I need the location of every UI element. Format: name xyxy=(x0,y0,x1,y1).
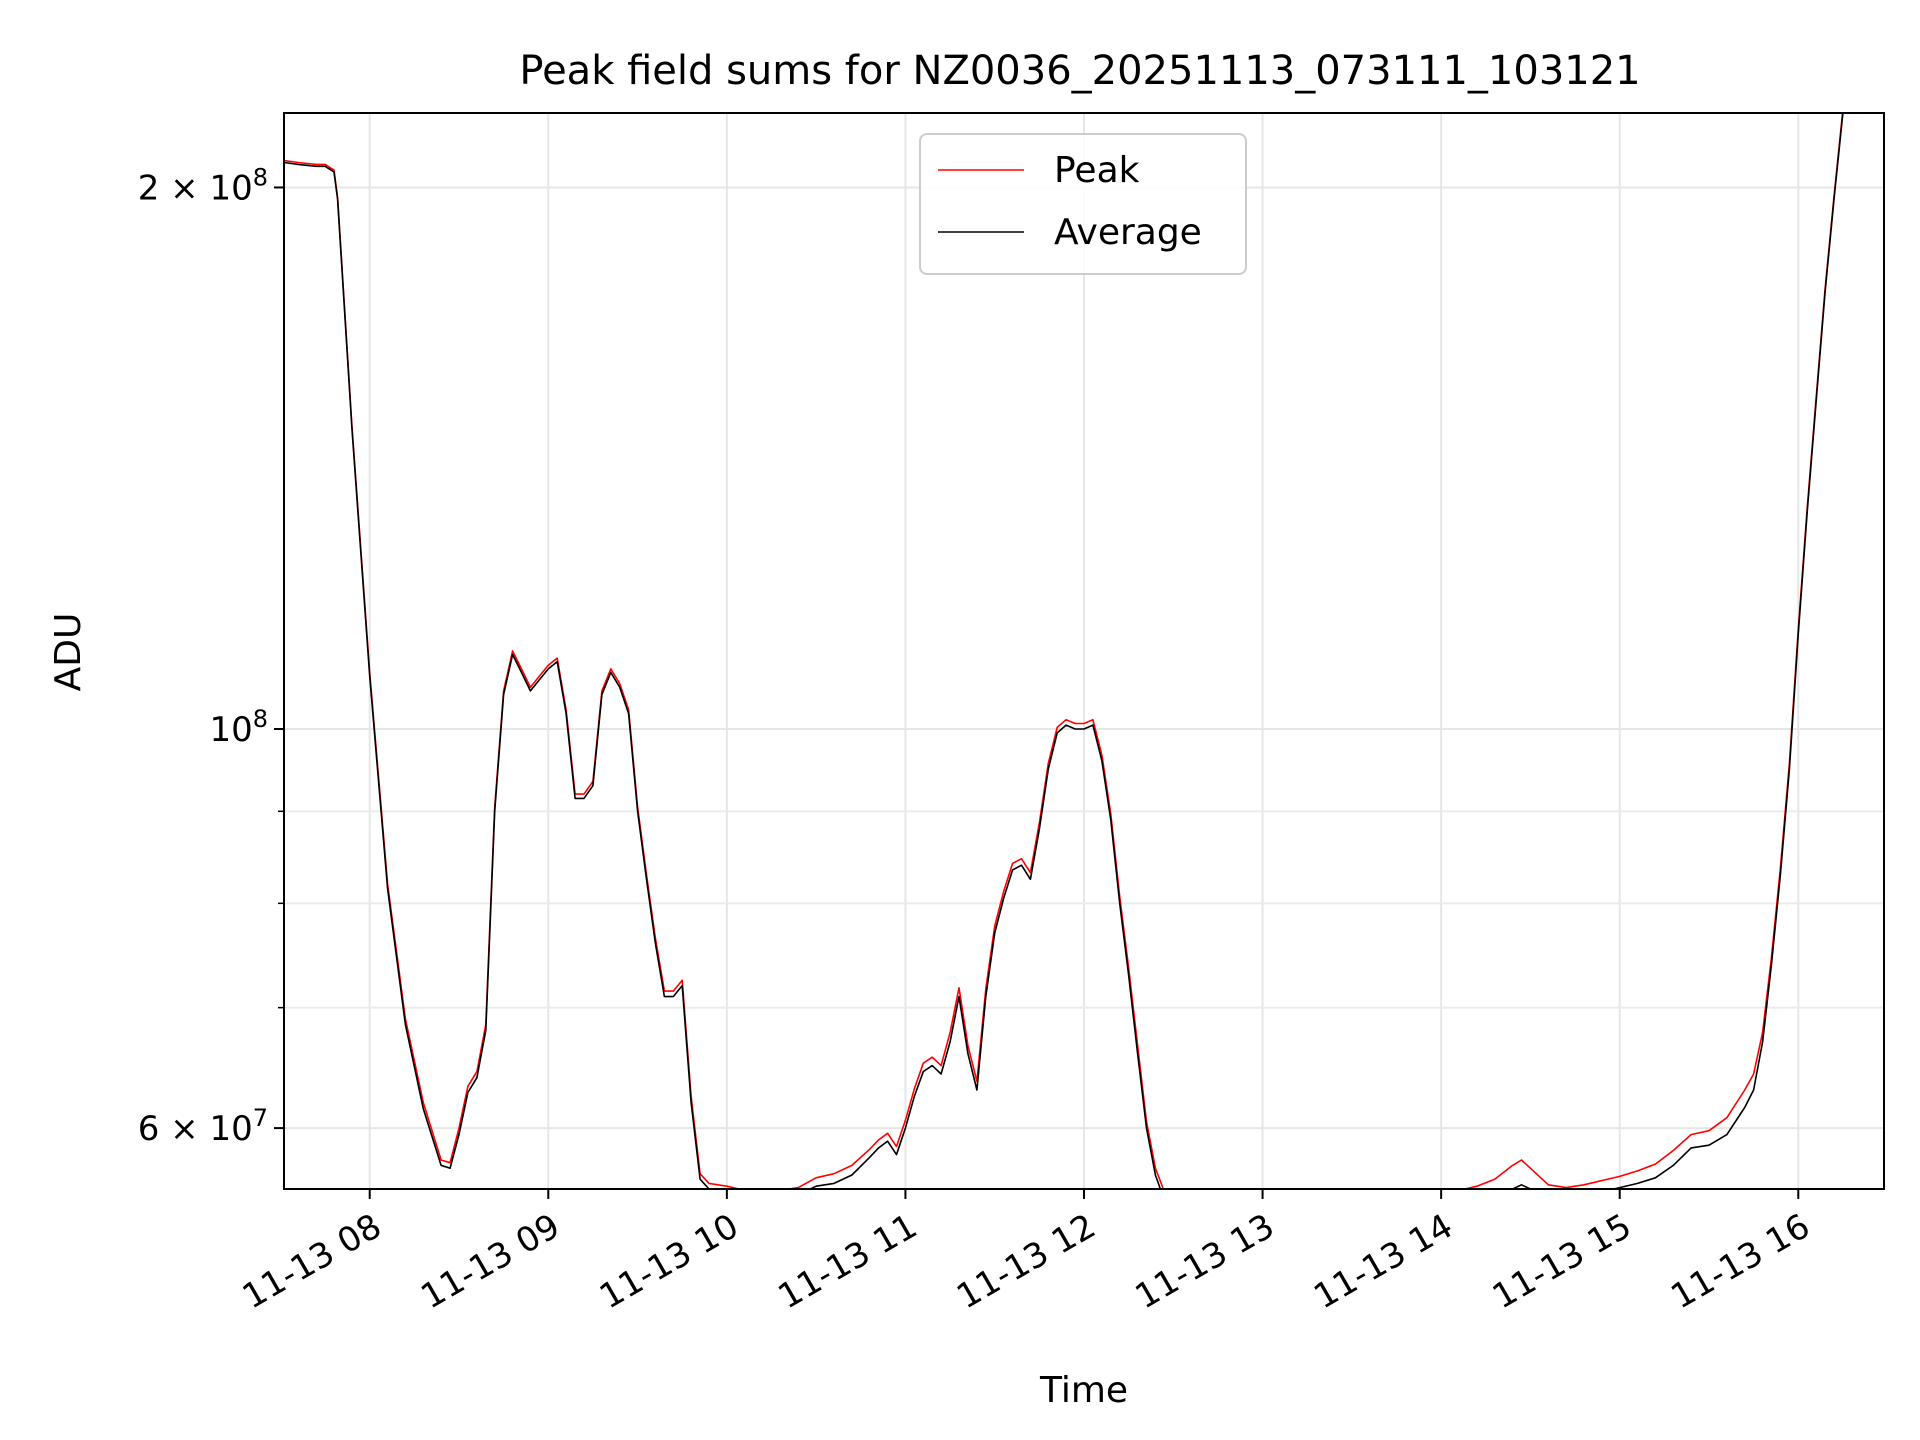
legend-label-peak: Peak xyxy=(1054,150,1140,191)
series-line-peak xyxy=(284,113,1844,1189)
legend-label-average: Average xyxy=(1054,212,1202,253)
y-tick-label: 6 × 107 xyxy=(138,1104,268,1149)
y-axis-label: ADU xyxy=(48,613,89,692)
y-tick-label-base: 6 × 10 xyxy=(138,1109,253,1149)
legend: Peak Average xyxy=(919,133,1247,275)
y-tick-label-base: 2 × 10 xyxy=(138,168,253,208)
y-tick-label-base: 10 xyxy=(209,710,252,750)
y-tick-label-exponent: 8 xyxy=(253,163,268,191)
y-tick-label: 108 xyxy=(209,705,268,750)
y-tick-label-exponent: 7 xyxy=(253,1104,268,1132)
series-line-average xyxy=(284,113,1844,1189)
x-axis-label: Time xyxy=(1039,1370,1128,1411)
chart-title: Peak field sums for NZ0036_20251113_0731… xyxy=(519,48,1640,94)
legend-box xyxy=(919,133,1247,275)
y-tick-label: 2 × 108 xyxy=(138,163,268,208)
series-group xyxy=(284,113,1844,1189)
y-tick-label-exponent: 8 xyxy=(253,705,268,733)
